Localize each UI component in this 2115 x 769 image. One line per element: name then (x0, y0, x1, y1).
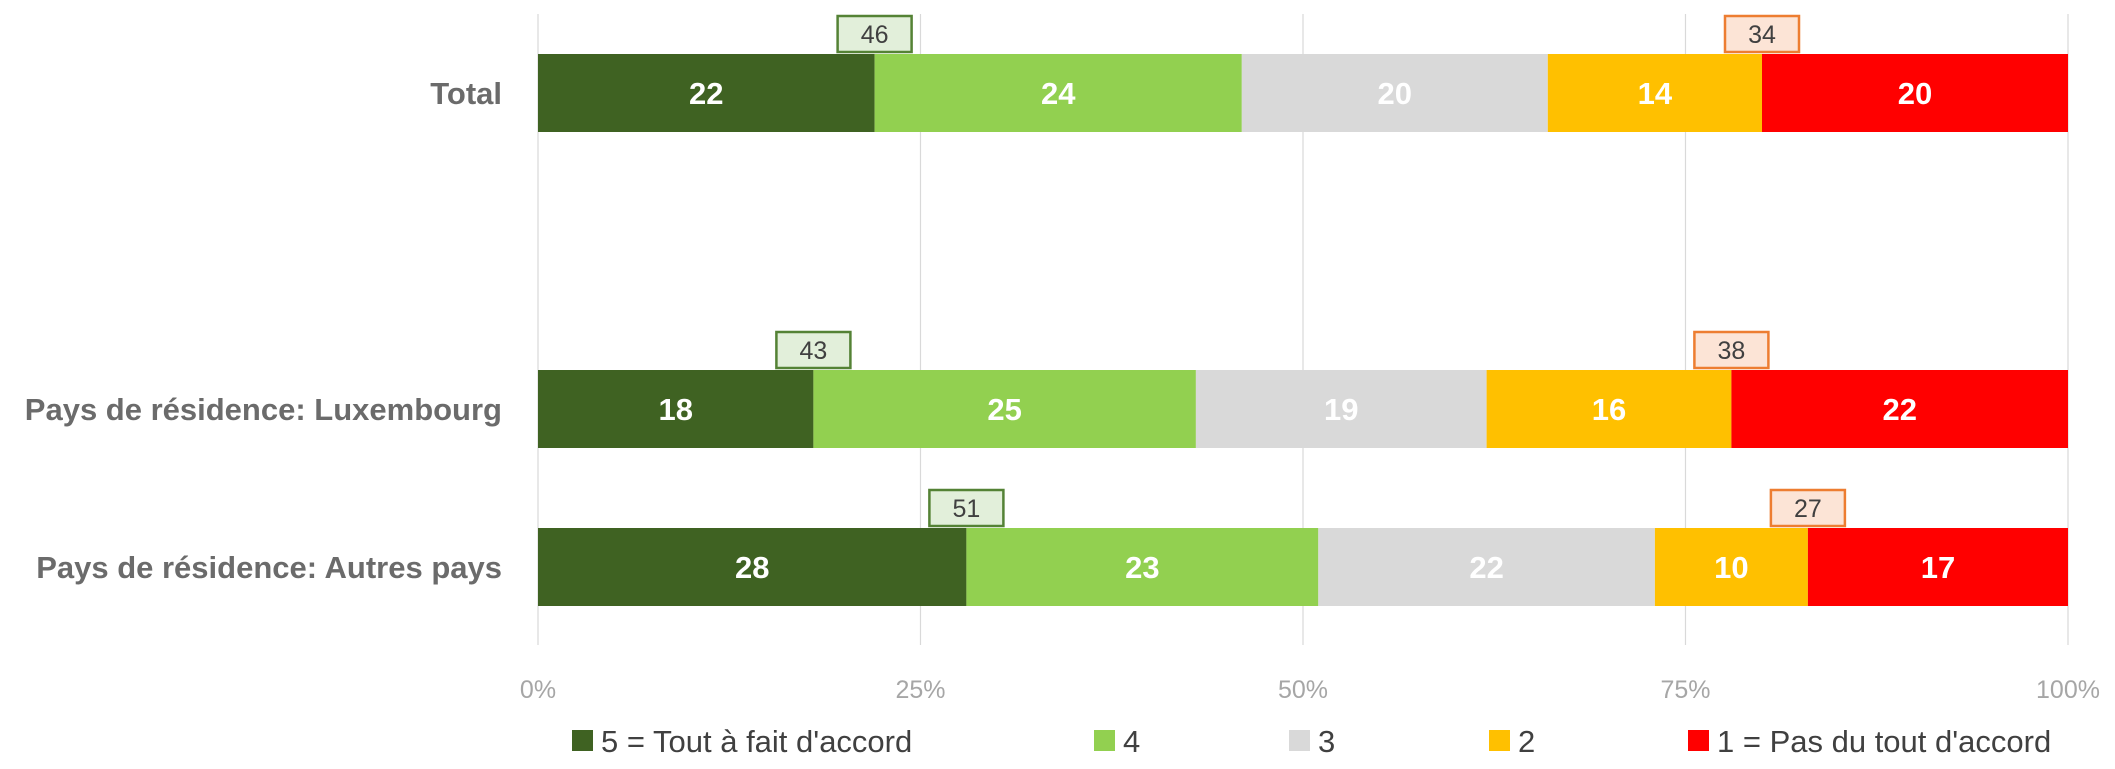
bar-segment (874, 54, 1242, 132)
bar-segment (1241, 54, 1548, 132)
segment-value-label: 25 (987, 392, 1021, 427)
disagree-total-label: 34 (1748, 21, 1776, 49)
bar-segment (1486, 370, 1732, 448)
agree-total-label: 46 (861, 21, 889, 49)
agree-total-box (836, 14, 913, 54)
segment-value-label: 17 (1921, 550, 1955, 585)
bar-segment (1318, 528, 1655, 606)
disagree-total-box (1723, 14, 1801, 54)
bar-segment (538, 528, 967, 606)
segment-value-label: 22 (689, 76, 723, 111)
segment-value-label: 22 (1882, 392, 1916, 427)
segment-value-label: 14 (1638, 76, 1673, 111)
legend-swatch (1688, 730, 1709, 751)
legend-swatch (1094, 730, 1115, 751)
disagree-total-box (1769, 488, 1847, 528)
legend: 5 = Tout à fait d'accord 4 3 2 1 = Pas du to… (572, 724, 2051, 759)
disagree-total-box (1693, 330, 1770, 370)
category-label: Pays de résidence: Autres pays (36, 550, 502, 585)
segment-value-label: 20 (1378, 76, 1412, 111)
agree-total-label: 51 (952, 495, 980, 523)
legend-label: 4 (1123, 724, 1140, 759)
disagree-total-label: 27 (1794, 495, 1822, 523)
bar-segment (1547, 54, 1762, 132)
x-tick-label: 0% (520, 676, 556, 704)
legend-label: 1 = Pas du tout d'accord (1717, 724, 2051, 759)
legend-label: 5 = Tout à fait d'accord (601, 724, 912, 759)
x-tick-label: 100% (2036, 676, 2100, 704)
segment-value-label: 20 (1898, 76, 1932, 111)
bars: 22 24 20 14 20 18 25 19 16 22 28 23 22 10 17 (538, 54, 2068, 606)
segment-value-label: 28 (735, 550, 769, 585)
bar-segment (813, 370, 1196, 448)
x-tick-label: 25% (895, 676, 945, 704)
bar-segment (1195, 370, 1487, 448)
bar-segment (1654, 528, 1808, 606)
agree-total-box (928, 488, 1005, 528)
bar-segment (1731, 370, 2068, 448)
segment-value-label: 23 (1125, 550, 1159, 585)
segment-value-label: 18 (658, 392, 692, 427)
segment-value-label: 22 (1469, 550, 1503, 585)
bar-segment (538, 54, 875, 132)
bar-segment (966, 528, 1319, 606)
legend-swatch (1289, 730, 1310, 751)
legend-swatch (1489, 730, 1510, 751)
disagree-total-label: 38 (1717, 337, 1745, 365)
legend-label: 3 (1318, 724, 1335, 759)
x-axis-ticks: 0% 25% 50% 75% 100% (520, 676, 2100, 704)
category-label: Pays de résidence: Luxembourg (25, 392, 502, 427)
agree-total-box (775, 330, 852, 370)
x-tick-label: 50% (1278, 676, 1328, 704)
segment-value-label: 24 (1041, 76, 1076, 111)
category-labels: Total Pays de résidence: Luxembourg Pays d… (25, 76, 502, 585)
segment-value-label: 19 (1324, 392, 1358, 427)
bar-segment (538, 370, 814, 448)
segment-value-label: 16 (1592, 392, 1626, 427)
legend-swatch (572, 730, 593, 751)
total-boxes: 46 34 43 38 51 27 (775, 14, 1847, 528)
bar-segment (1807, 528, 2068, 606)
legend-label: 2 (1518, 724, 1535, 759)
bar-segment (1762, 54, 2068, 132)
category-label: Total (430, 76, 502, 111)
x-tick-label: 75% (1660, 676, 1710, 704)
agree-total-label: 43 (799, 337, 827, 365)
segment-value-label: 10 (1714, 550, 1748, 585)
